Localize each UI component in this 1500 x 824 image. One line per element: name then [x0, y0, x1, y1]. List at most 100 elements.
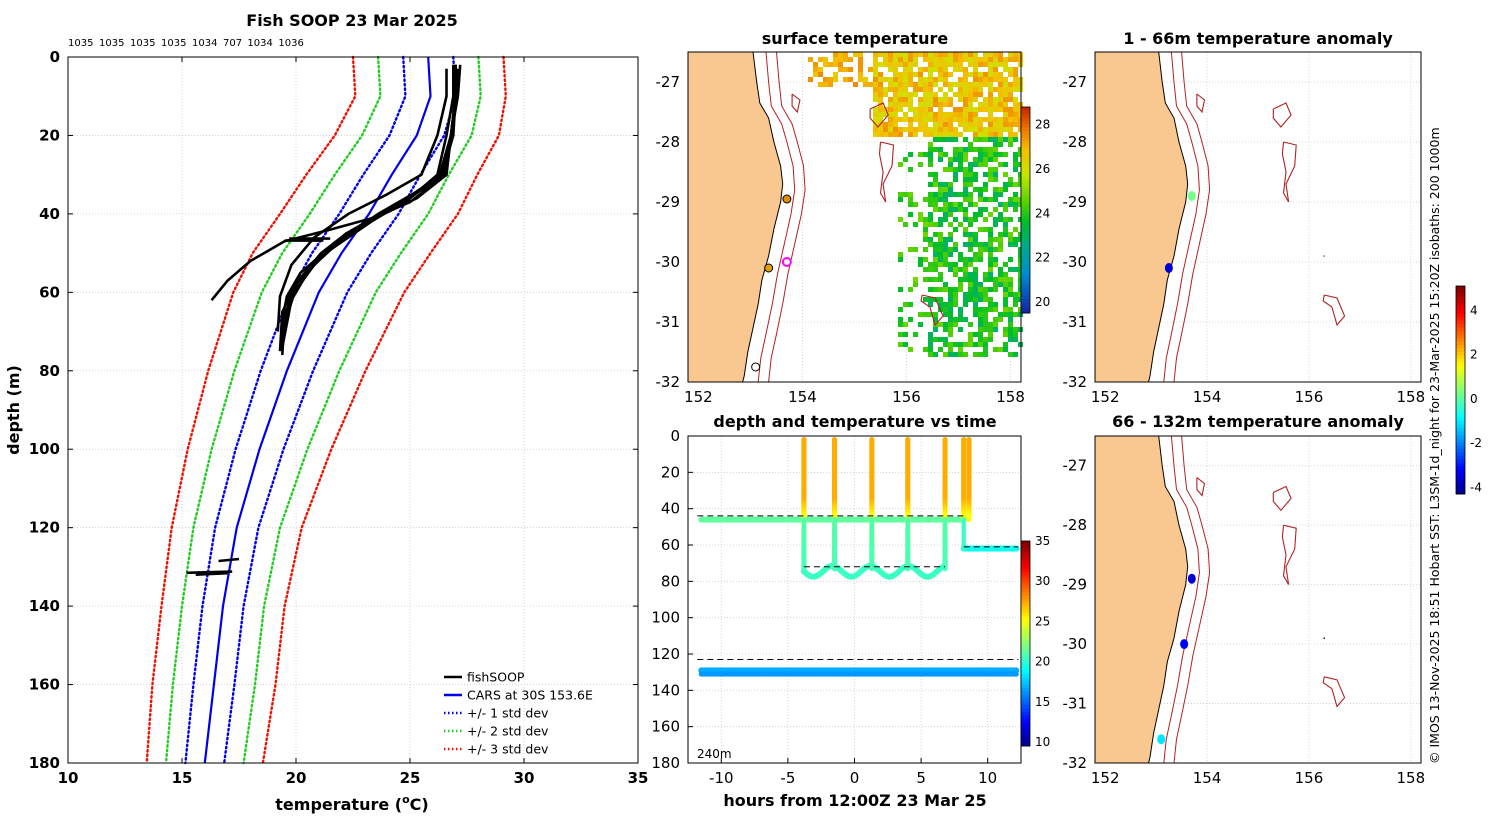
map-x-tick-label: 158 [1396, 769, 1425, 787]
sst-cell [1008, 132, 1013, 137]
sst-cell [978, 117, 983, 122]
map-y-tick-label: -31 [656, 313, 681, 331]
sst-cell [933, 52, 938, 57]
sst-cell [988, 107, 993, 112]
sst-cell [988, 52, 993, 57]
sst-cell [953, 267, 958, 272]
colorbar-segment [1021, 705, 1030, 709]
sst-cell [948, 352, 953, 357]
sst-cell [943, 182, 948, 187]
sst-cell [908, 197, 913, 202]
cast-point [905, 566, 911, 572]
colorbar-segment [1021, 292, 1030, 297]
cast-point [961, 546, 966, 551]
sst-cell [953, 117, 958, 122]
sst-cell [923, 217, 928, 222]
sst-cell [983, 162, 988, 167]
sst-cell [953, 62, 958, 67]
sst-cell [903, 82, 908, 87]
sst-cell [963, 212, 968, 217]
sst-cell [928, 157, 933, 162]
map-x-tick-label: 156 [892, 388, 921, 406]
colorbar-label: 35 [1035, 534, 1050, 548]
sst-cell [828, 62, 833, 67]
sst-cell [898, 77, 903, 82]
sst-cell [973, 307, 978, 312]
colorbar-segment [1021, 640, 1030, 644]
sst-cell [978, 332, 983, 337]
sst-marker [751, 362, 761, 372]
sst-cell [963, 297, 968, 302]
sst-cell [963, 257, 968, 262]
sst-cell [918, 77, 923, 82]
sst-cell [918, 82, 923, 87]
map-x-tick-label: 158 [1396, 388, 1425, 406]
colorbar-segment [1021, 227, 1030, 232]
sst-cell [938, 207, 943, 212]
sst-cell [938, 127, 943, 132]
anomaly-point [1164, 263, 1173, 273]
sst-cell [993, 57, 998, 62]
time-y-tick-label: 180 [651, 754, 680, 772]
sst-cell [923, 57, 928, 62]
sst-cell [963, 192, 968, 197]
sst-cell [943, 252, 948, 257]
sst-cell [893, 107, 898, 112]
sst-cell [973, 72, 978, 77]
colorbar-segment [1456, 483, 1465, 488]
sst-cell [953, 202, 958, 207]
sst-cell [998, 132, 1003, 137]
sst-cell [893, 67, 898, 72]
colorbar-label: 26 [1035, 162, 1050, 176]
colorbar-segment [1456, 324, 1465, 329]
colorbar-segment [1021, 134, 1030, 139]
sst-cell [938, 272, 943, 277]
top-label: 1035 [68, 38, 93, 49]
sst-cell [958, 222, 963, 227]
sst-cell [993, 77, 998, 82]
colorbar-segment [1456, 403, 1465, 408]
sst-cell [908, 117, 913, 122]
sst-cell [968, 57, 973, 62]
sst-cell [923, 127, 928, 132]
sst-cell [978, 132, 983, 137]
sst-cell [963, 82, 968, 87]
sst-cell [908, 97, 913, 102]
sst-cell [903, 57, 908, 62]
sst-cell [928, 342, 933, 347]
colorbar-segment [1456, 435, 1465, 440]
sst-cell [968, 167, 973, 172]
sst-cell [928, 312, 933, 317]
sst-cell [943, 122, 948, 127]
sst-cell [928, 262, 933, 267]
sst-cell [983, 297, 988, 302]
sst-cell [903, 97, 908, 102]
sst-cell [998, 202, 1003, 207]
sst-cell [933, 242, 938, 247]
colorbar-segment [1021, 161, 1030, 166]
sst-cell [958, 167, 963, 172]
sst-cell [908, 132, 913, 137]
sst-cell [993, 207, 998, 212]
fish-cast-line [278, 64, 462, 352]
sst-cell [998, 242, 1003, 247]
sst-cell [888, 117, 893, 122]
sst-cell [908, 302, 913, 307]
sst-cell [993, 167, 998, 172]
sst-cell [893, 112, 898, 117]
sst-cell [998, 107, 1003, 112]
sst-cell [943, 82, 948, 87]
sst-cell [943, 192, 948, 197]
sst-cell [833, 57, 838, 62]
map-x-tick-label: 152 [684, 388, 713, 406]
sst-cell [938, 137, 943, 142]
sst-cell [968, 122, 973, 127]
sst-cell [908, 82, 913, 87]
sst-cell [893, 97, 898, 102]
sst-cell [968, 222, 973, 227]
sst-cell [1013, 292, 1018, 297]
y-tick-label: 100 [29, 440, 60, 458]
sst-colorbar: 20 22 24 26 28 [1020, 106, 1050, 314]
sst-cell [928, 77, 933, 82]
